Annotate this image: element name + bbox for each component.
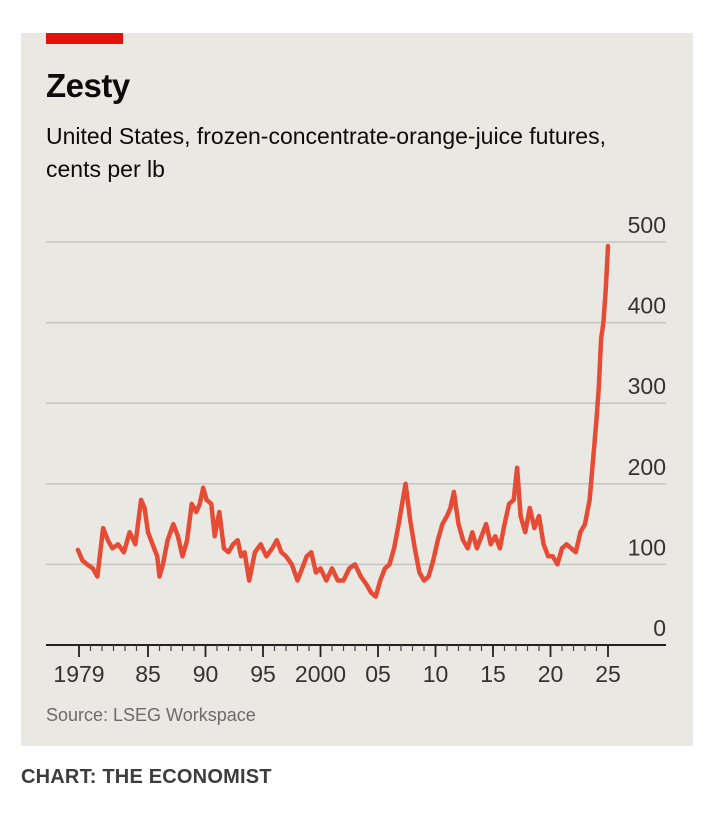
chart-title: Zesty <box>46 67 130 104</box>
x-tick-label-25: 25 <box>595 661 621 687</box>
chart-subtitle: United States, frozen-concentrate-orange… <box>46 123 606 182</box>
x-tick-label-10: 10 <box>423 661 449 687</box>
x-tick-label-95: 95 <box>250 661 276 687</box>
x-tick-label-85: 85 <box>135 661 161 687</box>
y-tick-label-400: 400 <box>628 293 666 319</box>
x-tick-label-2000: 2000 <box>295 661 346 687</box>
series-line-0 <box>75 243 611 599</box>
grid-layer <box>46 241 666 646</box>
x-tick-label-05: 05 <box>365 661 391 687</box>
y-tick-label-100: 100 <box>628 534 666 560</box>
y-tick-label-200: 200 <box>628 454 666 480</box>
y-tick-label-300: 300 <box>628 373 666 399</box>
chart-credit: CHART: THE ECONOMIST <box>21 766 272 788</box>
x-ticks: 1979 85 90 95 2000 05 10 15 20 25 <box>53 645 621 687</box>
chart-plot: 0 100 200 300 400 500 1979 85 90 95 2000 05 10 15 20 2… <box>46 212 666 687</box>
source-note: Source: LSEG Workspace <box>46 705 256 725</box>
x-tick-label-90: 90 <box>193 661 219 687</box>
y-tick-label-0: 0 <box>653 615 666 641</box>
series-layer <box>75 243 611 599</box>
x-tick-label-1979: 1979 <box>53 661 104 687</box>
x-tick-label-20: 20 <box>538 661 564 687</box>
chart-panel: Zesty United States, frozen-concentrate-… <box>21 33 693 746</box>
x-tick-label-15: 15 <box>480 661 506 687</box>
y-tick-labels: 0 100 200 300 400 500 <box>628 212 666 641</box>
accent-bar <box>46 33 123 44</box>
y-tick-label-500: 500 <box>628 212 666 238</box>
